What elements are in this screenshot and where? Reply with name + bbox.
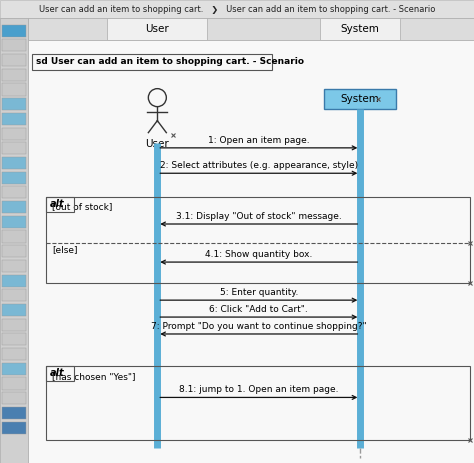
Text: [out of stock]: [out of stock]	[52, 203, 112, 212]
Bar	[46, 196, 470, 283]
Bar	[2, 69, 26, 81]
Bar	[324, 88, 396, 109]
Bar	[2, 186, 26, 199]
Text: User: User	[146, 138, 169, 149]
Bar	[2, 142, 26, 154]
Bar	[2, 333, 26, 345]
Bar	[2, 289, 26, 301]
Bar	[2, 363, 26, 375]
Bar	[2, 245, 26, 257]
Bar	[320, 18, 400, 40]
Bar	[2, 172, 26, 184]
Bar	[46, 366, 470, 440]
Bar	[2, 421, 26, 434]
Bar	[2, 348, 26, 360]
Text: 5: Enter quantity.: 5: Enter quantity.	[219, 288, 298, 297]
Bar	[0, 0, 474, 18]
Text: 1: Open an item page.: 1: Open an item page.	[208, 136, 310, 145]
Bar	[32, 54, 272, 70]
Bar	[2, 275, 26, 287]
Bar	[2, 319, 26, 331]
Text: 3.1: Display "Out of stock" message.: 3.1: Display "Out of stock" message.	[176, 212, 342, 221]
Text: 7: Prompt "Do you want to continue shopping?": 7: Prompt "Do you want to continue shopp…	[151, 322, 366, 331]
Bar	[2, 377, 26, 389]
Text: User: User	[146, 24, 169, 34]
Bar	[2, 83, 26, 95]
Text: alt: alt	[50, 199, 64, 209]
Bar	[2, 231, 26, 243]
Text: 2: Select attributes (e.g. appearance, style): 2: Select attributes (e.g. appearance, s…	[160, 161, 358, 170]
Bar	[2, 39, 26, 51]
Text: System: System	[341, 94, 380, 104]
Bar	[2, 216, 26, 228]
Text: User can add an item to shopping cart.   ❯   User can add an item to shopping ca: User can add an item to shopping cart. ❯…	[39, 5, 435, 13]
Bar	[2, 201, 26, 213]
Text: sd User can add an item to shopping cart. - Scenario: sd User can add an item to shopping cart…	[36, 57, 304, 67]
Bar	[46, 366, 74, 381]
Text: 6: Click "Add to Cart".: 6: Click "Add to Cart".	[210, 305, 308, 314]
Bar	[2, 157, 26, 169]
Bar	[2, 98, 26, 110]
Bar	[107, 18, 207, 40]
Bar	[2, 127, 26, 140]
Text: 8.1: jump to 1. Open an item page.: 8.1: jump to 1. Open an item page.	[179, 385, 338, 394]
Bar	[2, 304, 26, 316]
Text: [else]: [else]	[52, 245, 77, 254]
Bar	[2, 25, 26, 37]
Bar	[2, 260, 26, 272]
Bar	[0, 18, 28, 463]
Text: alt: alt	[50, 368, 64, 378]
Text: [has chosen "Yes"]: [has chosen "Yes"]	[52, 372, 136, 381]
Text: 4.1: Show quantity box.: 4.1: Show quantity box.	[205, 250, 312, 259]
Text: System: System	[341, 24, 380, 34]
Bar	[46, 196, 74, 212]
Bar	[2, 407, 26, 419]
Bar	[2, 54, 26, 66]
Bar	[2, 113, 26, 125]
Bar	[2, 392, 26, 404]
Bar	[28, 18, 474, 40]
